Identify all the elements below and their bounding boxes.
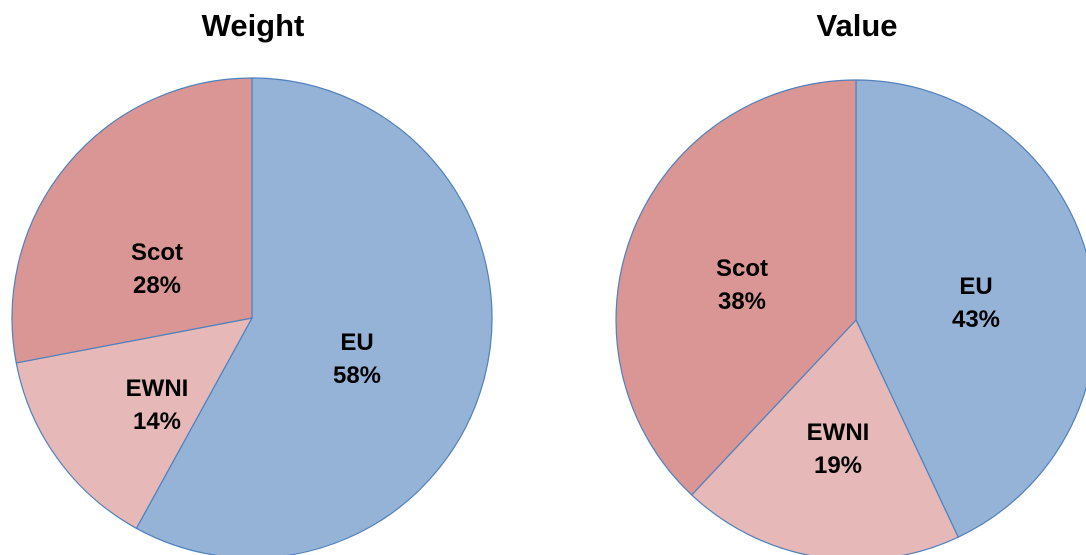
chart-title-value: Value: [816, 8, 898, 43]
pie-value: EU 43% EWNI 19% Scot 38%: [615, 79, 1086, 555]
slice-label-scot: Scot 28%: [131, 239, 183, 299]
slice-scot: [615, 79, 857, 496]
slice-eu: [135, 77, 493, 555]
slice-scot: [11, 77, 253, 364]
slice-ewni: [15, 317, 254, 530]
slice-label-ewni: EWNI 19%: [807, 419, 870, 479]
slice-label-ewni: EWNI 14%: [126, 375, 189, 435]
chart-title-weight: Weight: [201, 8, 305, 43]
slice-label-name: EWNI: [807, 419, 870, 446]
slice-label-eu: EU 43%: [952, 273, 1000, 333]
slice-eu: [855, 79, 1086, 538]
slice-label-percent: 38%: [718, 288, 766, 315]
slice-label-percent: 43%: [952, 306, 1000, 333]
slice-label-percent: 14%: [133, 408, 181, 435]
slice-label-name: Scot: [131, 239, 183, 266]
slice-ewni: [690, 318, 959, 555]
slice-label-eu: EU 58%: [333, 329, 381, 389]
slice-label-name: EU: [959, 273, 992, 300]
slice-label-name: Scot: [716, 255, 768, 282]
slice-label-name: EWNI: [126, 375, 189, 402]
slice-label-percent: 58%: [333, 362, 381, 389]
slice-label-percent: 19%: [814, 452, 862, 479]
pie-weight: EU 58% EWNI 14% Scot 28%: [11, 77, 493, 555]
slice-label-percent: 28%: [133, 272, 181, 299]
slice-label-scot: Scot 38%: [716, 255, 768, 315]
slice-label-name: EU: [340, 329, 373, 356]
